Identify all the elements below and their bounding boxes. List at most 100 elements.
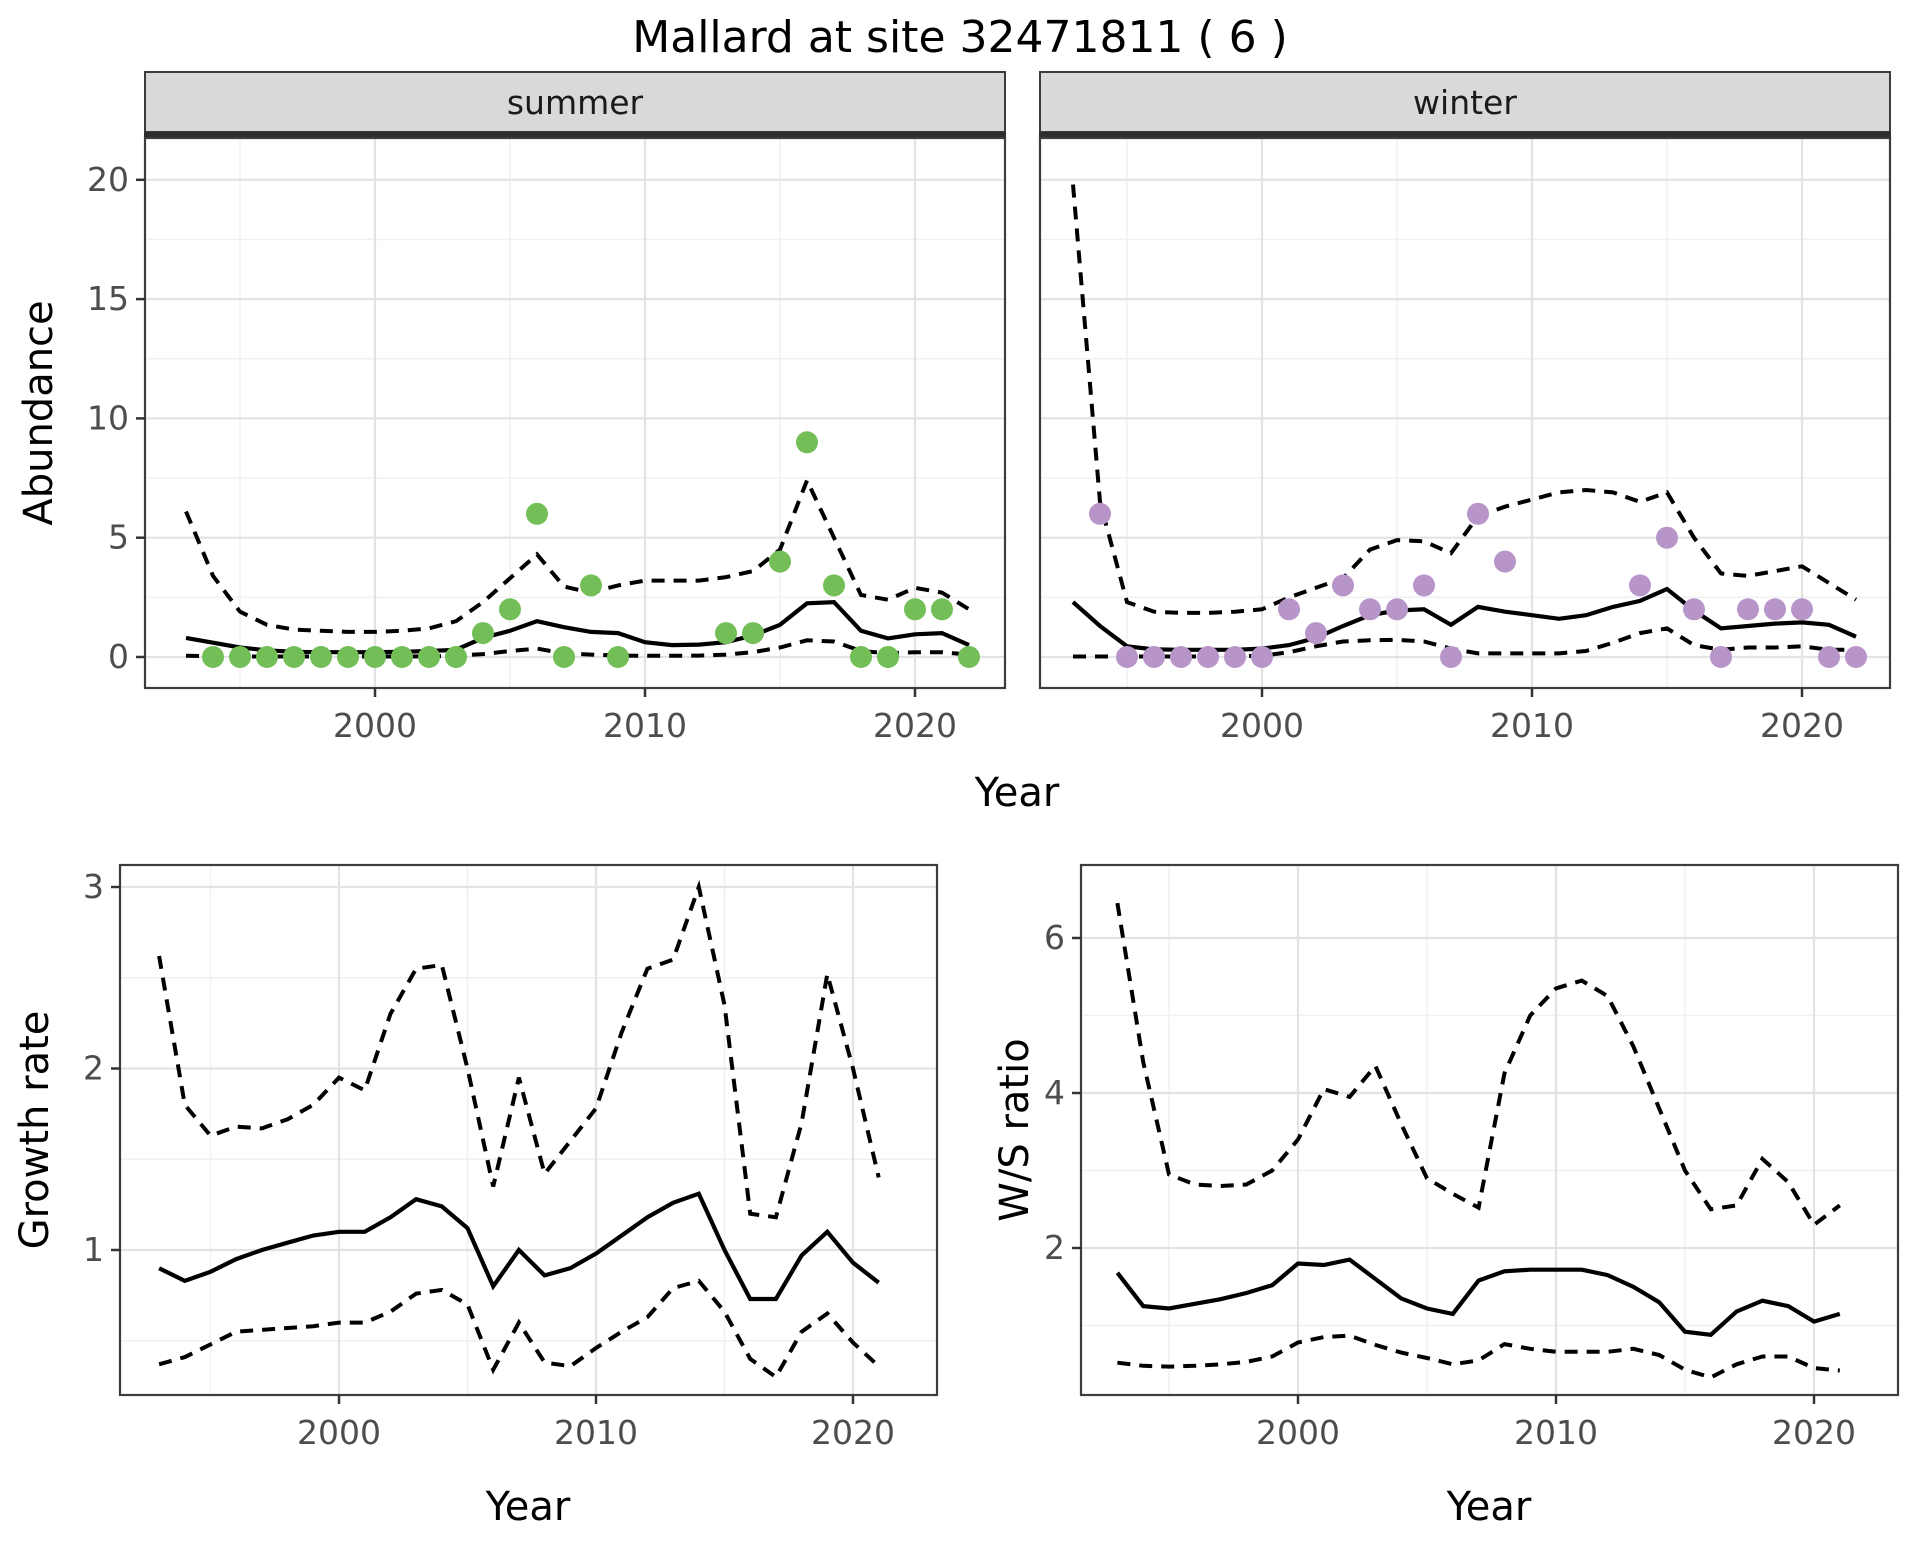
panel-background xyxy=(145,138,1005,688)
y-axis-title-growth: Growth rate xyxy=(12,1011,58,1250)
facet-strip-label-winter: winter xyxy=(1413,83,1517,122)
data-point xyxy=(1494,550,1516,573)
upper-ci-line xyxy=(157,879,881,1220)
x-tick-label: 2000 xyxy=(1220,706,1304,745)
data-point xyxy=(1197,646,1219,668)
data-point xyxy=(1143,646,1165,668)
data-point xyxy=(796,431,818,454)
data-point xyxy=(1791,598,1813,621)
data-point xyxy=(1359,598,1381,621)
data-point xyxy=(445,646,467,668)
data-point xyxy=(742,622,764,645)
x-tick-label: 2000 xyxy=(333,706,417,745)
y-tick-label: 5 xyxy=(108,518,129,557)
lower-ci-line xyxy=(158,1278,881,1380)
data-point xyxy=(499,598,521,621)
data-point xyxy=(769,550,791,573)
data-point xyxy=(526,502,548,525)
data-point xyxy=(1683,598,1705,621)
series-group xyxy=(157,879,881,1380)
data-point xyxy=(1170,646,1192,668)
series-group xyxy=(1115,902,1842,1380)
data-point xyxy=(1251,646,1273,668)
data-point xyxy=(553,646,575,668)
data-point xyxy=(715,622,737,645)
data-point xyxy=(823,574,845,597)
x-tick-label: 2020 xyxy=(811,1413,895,1452)
y-tick-label: 3 xyxy=(83,867,104,906)
y-tick-label: 1 xyxy=(83,1230,104,1269)
data-point xyxy=(1764,598,1786,621)
data-point xyxy=(1629,574,1651,597)
data-point xyxy=(283,646,305,668)
x-tick-label: 2010 xyxy=(1490,706,1574,745)
y-tick-label: 4 xyxy=(1044,1073,1065,1112)
data-point xyxy=(1710,646,1732,668)
lower-ci-line xyxy=(1117,1333,1840,1380)
panel-border xyxy=(143,136,1007,690)
panel-growth-rate: 2000 2010 2020 1 2 3 xyxy=(83,863,939,1452)
data-point xyxy=(877,646,899,668)
data-point xyxy=(1818,646,1840,668)
x-tick-label: 2010 xyxy=(554,1413,638,1452)
data-point xyxy=(1440,646,1462,668)
observation-points xyxy=(1089,502,1867,668)
data-point xyxy=(1089,502,1111,525)
observation-points xyxy=(202,431,980,668)
data-point xyxy=(850,646,872,668)
y-axis-title-ws: W/S ratio xyxy=(992,1038,1038,1221)
data-point xyxy=(364,646,386,668)
data-point xyxy=(391,646,413,668)
panel-abundance-summer: 2000 2010 2020 0 5 10 15 20 xyxy=(87,71,1007,745)
data-point xyxy=(580,574,602,597)
data-point xyxy=(337,646,359,668)
data-point xyxy=(1305,622,1327,645)
median-line xyxy=(158,1191,880,1302)
x-axis-title-bottom-left: Year xyxy=(485,1484,571,1530)
data-point xyxy=(202,646,224,668)
panel-border xyxy=(118,863,939,1397)
data-point xyxy=(958,646,980,668)
data-point xyxy=(1224,646,1246,668)
upper-ci-line xyxy=(1071,184,1858,615)
strip-bottom-bar xyxy=(144,132,1006,138)
panel-abundance-winter: 2000 2010 2020 xyxy=(1038,71,1892,745)
y-tick-label: 6 xyxy=(1044,918,1065,957)
x-tick-label: 2020 xyxy=(1760,706,1844,745)
x-axis-title-top: Year xyxy=(974,770,1060,816)
data-point xyxy=(1467,502,1489,525)
y-tick-label: 2 xyxy=(1044,1228,1065,1267)
y-tick-label: 15 xyxy=(87,279,129,318)
data-point xyxy=(1116,646,1138,668)
data-point xyxy=(1845,646,1867,668)
y-tick-label: 2 xyxy=(83,1049,104,1088)
x-tick-label: 2000 xyxy=(297,1413,381,1452)
panels-group: 2000 2010 2020 0 5 10 15 20 2000 2010 2020 2000 2010… xyxy=(83,71,1900,1452)
data-point xyxy=(1737,598,1759,621)
panel-background xyxy=(1081,865,1898,1395)
panel-border xyxy=(1079,863,1900,1397)
panel-background xyxy=(1040,138,1890,688)
y-tick-label: 20 xyxy=(87,160,129,199)
x-axis-title-bottom-right: Year xyxy=(1446,1484,1532,1530)
y-tick-label: 0 xyxy=(108,637,129,676)
plot-title: Mallard at site 32471811 ( 6 ) xyxy=(632,12,1287,63)
panel-background xyxy=(120,865,937,1395)
x-tick-label: 2020 xyxy=(873,706,957,745)
strip-bottom-bar xyxy=(1039,132,1891,138)
data-point xyxy=(1386,598,1408,621)
data-point xyxy=(1413,574,1435,597)
data-point xyxy=(1332,574,1354,597)
x-tick-label: 2020 xyxy=(1772,1413,1856,1452)
upper-ci-line xyxy=(184,475,971,634)
panel-ws-ratio: 2000 2010 2020 2 4 6 xyxy=(1044,863,1900,1452)
panel-border xyxy=(1038,136,1892,690)
facet-strip xyxy=(1039,71,1891,133)
data-point xyxy=(229,646,251,668)
x-tick-label: 2010 xyxy=(603,706,687,745)
facet-strip xyxy=(144,71,1006,133)
data-point xyxy=(310,646,332,668)
data-point xyxy=(1278,598,1300,621)
